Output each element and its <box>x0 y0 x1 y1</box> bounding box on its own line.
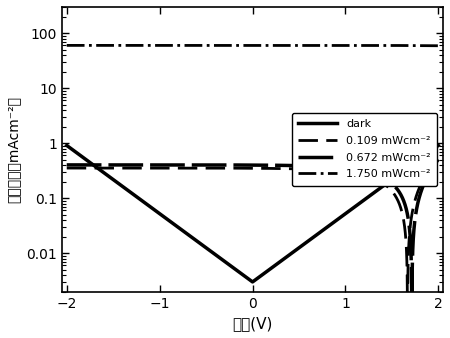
1.750 mWcm⁻² <box>306 43 311 47</box>
0.109 mWcm⁻² <box>306 167 311 171</box>
dark <box>436 143 441 147</box>
0.672 mWcm⁻² <box>287 164 292 168</box>
dark <box>369 192 375 196</box>
0.109 mWcm⁻² <box>369 176 375 180</box>
0.672 mWcm⁻² <box>131 163 137 167</box>
X-axis label: 电压(V): 电压(V) <box>232 316 273 331</box>
Legend: dark, 0.109 mWcm⁻², 0.672 mWcm⁻², 1.750 mWcm⁻²: dark, 0.109 mWcm⁻², 0.672 mWcm⁻², 1.750 … <box>292 113 437 186</box>
0.109 mWcm⁻² <box>206 166 211 170</box>
1.750 mWcm⁻² <box>369 43 375 47</box>
0.109 mWcm⁻² <box>436 155 441 159</box>
0.109 mWcm⁻² <box>341 170 346 174</box>
1.750 mWcm⁻² <box>436 44 441 48</box>
dark <box>206 248 211 252</box>
0.672 mWcm⁻² <box>436 158 441 162</box>
1.750 mWcm⁻² <box>341 43 346 47</box>
dark <box>342 213 347 217</box>
Line: dark: dark <box>67 145 438 282</box>
0.672 mWcm⁻² <box>206 163 211 167</box>
dark <box>131 193 137 197</box>
1.750 mWcm⁻² <box>131 43 137 47</box>
1.750 mWcm⁻² <box>287 43 292 47</box>
Y-axis label: 电流密度（mAcm⁻²）: 电流密度（mAcm⁻²） <box>7 96 21 203</box>
Line: 0.672 mWcm⁻²: 0.672 mWcm⁻² <box>67 160 438 338</box>
0.109 mWcm⁻² <box>287 167 292 171</box>
0.672 mWcm⁻² <box>341 166 346 170</box>
0.672 mWcm⁻² <box>369 171 375 175</box>
0.109 mWcm⁻² <box>131 166 137 170</box>
dark <box>250 280 255 284</box>
0.672 mWcm⁻² <box>64 163 69 167</box>
dark <box>287 252 292 257</box>
1.750 mWcm⁻² <box>206 43 211 47</box>
0.672 mWcm⁻² <box>306 164 311 168</box>
Line: 0.109 mWcm⁻²: 0.109 mWcm⁻² <box>67 157 438 338</box>
0.109 mWcm⁻² <box>64 166 69 170</box>
Line: 1.750 mWcm⁻²: 1.750 mWcm⁻² <box>67 45 438 46</box>
dark <box>306 239 311 243</box>
dark <box>64 143 69 147</box>
1.750 mWcm⁻² <box>64 43 69 47</box>
